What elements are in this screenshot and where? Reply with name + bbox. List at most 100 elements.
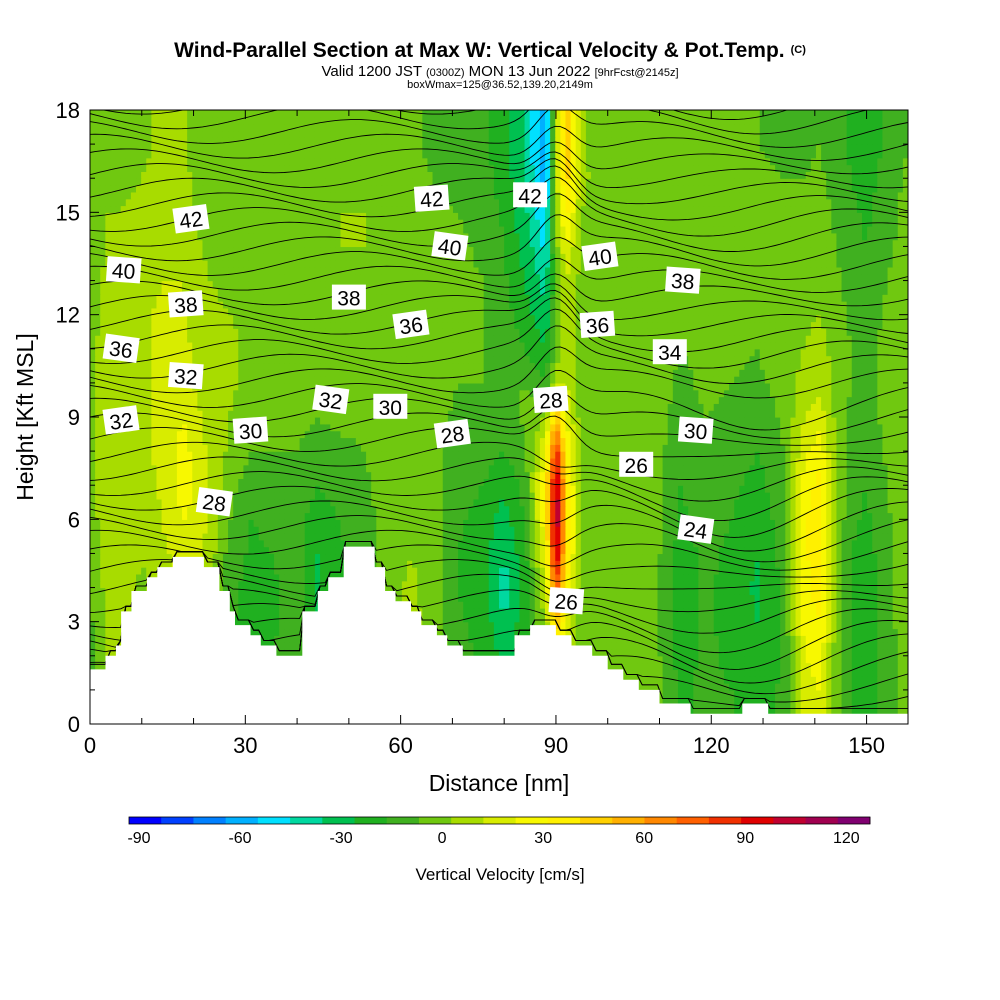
velocity-cell xyxy=(611,519,618,527)
velocity-cell xyxy=(821,621,827,630)
velocity-cell xyxy=(514,580,521,589)
velocity-cell xyxy=(764,621,771,630)
velocity-cell xyxy=(672,553,679,561)
velocity-cell xyxy=(90,635,96,643)
velocity-cell xyxy=(289,546,296,555)
velocity-cell xyxy=(790,703,797,711)
velocity-cell xyxy=(892,696,899,705)
velocity-cell xyxy=(294,560,301,568)
velocity-cell xyxy=(458,553,464,561)
velocity-cell xyxy=(606,580,613,589)
velocity-cell xyxy=(309,532,316,541)
velocity-cell xyxy=(867,676,873,684)
velocity-cell xyxy=(268,532,275,541)
velocity-cell xyxy=(693,567,699,575)
velocity-cell xyxy=(626,567,633,575)
velocity-cell xyxy=(856,608,863,616)
velocity-cell xyxy=(672,532,679,541)
velocity-cell xyxy=(815,532,822,541)
velocity-cell xyxy=(606,539,613,548)
velocity-cell xyxy=(775,662,781,671)
velocity-cell xyxy=(698,655,705,664)
velocity-cell xyxy=(412,532,418,541)
velocity-cell xyxy=(463,621,469,630)
velocity-cell xyxy=(897,608,904,616)
velocity-cell xyxy=(284,519,290,527)
velocity-cell xyxy=(335,560,342,568)
velocity-cell xyxy=(718,621,725,630)
velocity-cell xyxy=(815,573,822,582)
velocity-cell xyxy=(289,587,296,595)
velocity-cell xyxy=(708,567,715,575)
velocity-cell xyxy=(432,539,439,548)
velocity-cell xyxy=(391,553,398,561)
velocity-cell xyxy=(504,553,510,561)
velocity-cell xyxy=(499,560,505,568)
velocity-cell xyxy=(274,601,280,609)
velocity-cell xyxy=(110,539,117,548)
velocity-cell xyxy=(274,594,280,602)
velocity-cell xyxy=(795,669,802,677)
velocity-cell xyxy=(151,539,158,548)
velocity-cell xyxy=(422,567,429,575)
velocity-cell xyxy=(729,526,735,534)
velocity-cell xyxy=(790,580,797,589)
velocity-cell xyxy=(693,703,699,711)
velocity-cell xyxy=(642,648,648,657)
velocity-cell xyxy=(861,587,868,595)
velocity-cell xyxy=(785,580,792,589)
velocity-cell xyxy=(754,614,761,623)
velocity-cell xyxy=(657,567,664,575)
velocity-cell xyxy=(192,526,198,534)
velocity-cell xyxy=(350,519,357,527)
velocity-cell xyxy=(836,553,843,561)
velocity-cell xyxy=(401,512,408,520)
velocity-cell xyxy=(263,594,270,602)
velocity-cell xyxy=(258,532,265,541)
velocity-cell xyxy=(851,594,858,602)
velocity-cell xyxy=(458,546,464,555)
velocity-cell xyxy=(493,601,500,609)
velocity-cell xyxy=(637,614,643,623)
velocity-cell xyxy=(790,587,797,595)
velocity-cell xyxy=(299,573,306,582)
velocity-cell xyxy=(861,628,868,636)
velocity-cell xyxy=(580,628,587,636)
velocity-cell xyxy=(713,669,720,677)
velocity-cell xyxy=(672,594,679,602)
velocity-cell xyxy=(529,532,536,541)
velocity-cell xyxy=(529,539,536,548)
velocity-cell xyxy=(299,553,306,561)
velocity-cell xyxy=(478,546,485,555)
velocity-cell xyxy=(841,532,848,541)
velocity-cell xyxy=(243,553,250,561)
velocity-cell xyxy=(325,580,331,589)
velocity-cell xyxy=(320,539,326,548)
velocity-cell xyxy=(401,532,408,541)
velocity-cell xyxy=(335,567,342,575)
velocity-cell xyxy=(406,553,413,561)
velocity-cell xyxy=(642,560,648,568)
velocity-cell xyxy=(115,580,122,589)
velocity-cell xyxy=(775,689,781,698)
velocity-cell xyxy=(729,621,735,630)
velocity-cell xyxy=(867,689,873,698)
velocity-cell xyxy=(805,621,812,630)
velocity-cell xyxy=(570,628,577,636)
velocity-cell xyxy=(565,614,572,623)
velocity-cell xyxy=(698,703,705,711)
velocity-cell xyxy=(703,642,710,650)
velocity-cell xyxy=(887,703,894,711)
velocity-cell xyxy=(314,512,321,520)
velocity-cell xyxy=(846,560,853,568)
velocity-cell xyxy=(621,587,628,595)
velocity-cell xyxy=(785,642,792,650)
velocity-cell xyxy=(846,539,853,548)
velocity-cell xyxy=(846,594,853,602)
velocity-cell xyxy=(637,683,643,691)
velocity-cell xyxy=(744,560,751,568)
velocity-cell xyxy=(723,608,730,616)
velocity-cell xyxy=(452,587,459,595)
velocity-cell xyxy=(488,553,495,561)
velocity-cell xyxy=(258,614,265,623)
